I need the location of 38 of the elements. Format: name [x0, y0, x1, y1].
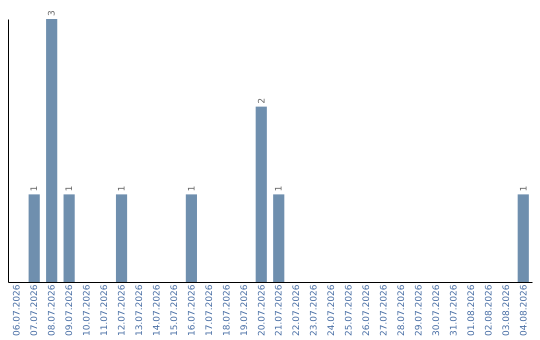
- x-tick-label: 08.07.2026: [48, 284, 58, 336]
- x-tick-label: 30.07.2026: [432, 284, 442, 336]
- x-tick-label: 01.08.2026: [466, 284, 477, 336]
- data-label: 2: [257, 98, 268, 104]
- x-tick-label: 24.07.2026: [327, 284, 338, 336]
- x-tick-label: 11.07.2026: [100, 284, 110, 336]
- x-tick-label: 13.07.2026: [135, 284, 145, 336]
- x-tick-label: 25.07.2026: [344, 284, 355, 336]
- data-label: 1: [274, 186, 285, 192]
- x-tick-label: 21.07.2026: [274, 284, 285, 336]
- x-tick-label: 03.08.2026: [502, 284, 512, 336]
- x-tick-label: 28.07.2026: [397, 284, 407, 336]
- x-tick-label: 02.08.2026: [484, 284, 494, 336]
- x-tick-label: 29.07.2026: [414, 284, 424, 336]
- data-label: 1: [30, 186, 40, 192]
- x-tick-label: 09.07.2026: [65, 284, 76, 336]
- x-tick-label: 18.07.2026: [222, 284, 232, 336]
- x-tick-label: 20.07.2026: [257, 284, 268, 336]
- x-tick-label: 07.07.2026: [30, 284, 40, 336]
- x-tick-label: 15.07.2026: [170, 284, 180, 336]
- x-tick-label: 26.07.2026: [362, 284, 372, 336]
- x-tick-label: 12.07.2026: [118, 284, 128, 336]
- data-label: 1: [118, 186, 128, 192]
- data-label: 1: [519, 186, 530, 192]
- data-label: 1: [187, 186, 198, 192]
- x-tick-label: 06.07.2026: [12, 284, 23, 336]
- data-label: 1: [65, 186, 76, 192]
- x-tick-label: 17.07.2026: [204, 284, 215, 336]
- x-tick-label: 27.07.2026: [380, 284, 390, 336]
- x-tick-label: 22.07.2026: [292, 284, 302, 336]
- x-tick-label: 19.07.2026: [240, 284, 250, 336]
- x-tick-label: 10.07.2026: [82, 284, 93, 336]
- x-tick-label: 23.07.2026: [310, 284, 320, 336]
- x-tick-label: 31.07.2026: [449, 284, 460, 336]
- x-tick-label: 04.08.2026: [519, 284, 530, 336]
- data-label: 3: [48, 10, 58, 16]
- x-tick-label: 14.07.2026: [152, 284, 162, 336]
- x-tick-label: 16.07.2026: [187, 284, 198, 336]
